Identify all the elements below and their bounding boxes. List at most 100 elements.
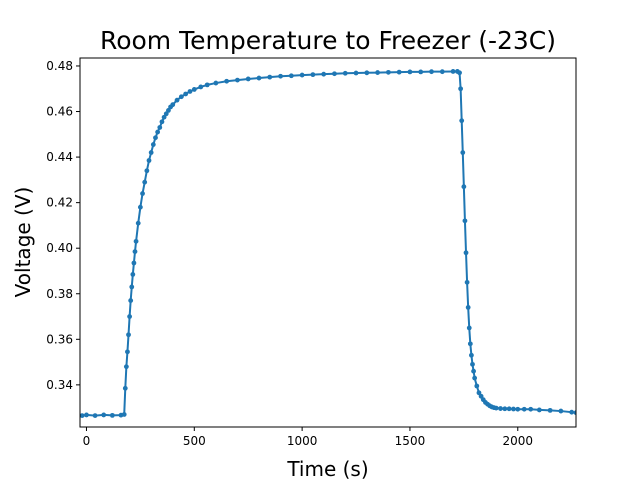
data-point <box>148 150 154 155</box>
data-point <box>245 76 251 82</box>
data-point <box>573 410 576 416</box>
data-point <box>144 168 150 174</box>
data-point <box>135 220 141 226</box>
x-axis-label: Time (s) <box>286 457 368 480</box>
data-point <box>128 298 134 303</box>
x-tick-label: 0 <box>83 434 91 448</box>
data-point <box>256 75 262 81</box>
data-point <box>506 406 512 412</box>
data-point <box>140 191 145 196</box>
data-point <box>157 125 163 130</box>
data-point <box>122 385 128 391</box>
data-point <box>474 383 480 389</box>
data-point <box>342 70 348 76</box>
data-point <box>498 406 503 411</box>
data-point <box>142 179 148 185</box>
data-point <box>109 412 115 418</box>
data-point <box>235 77 240 83</box>
data-point <box>132 249 138 255</box>
y-tick-label: 0.44 <box>46 150 73 164</box>
data-point <box>174 97 180 103</box>
series-line <box>82 70 576 417</box>
data-point <box>198 84 204 90</box>
data-point <box>224 78 230 84</box>
data-point <box>472 375 478 381</box>
chart-title: Room Temperature to Freezer (-23C) <box>100 26 556 55</box>
data-point <box>461 184 467 190</box>
data-point <box>129 284 135 290</box>
y-tick-label: 0.36 <box>46 332 73 346</box>
data-point <box>187 89 193 94</box>
data-point <box>123 364 129 370</box>
x-tick-label: 1000 <box>287 434 318 448</box>
data-point <box>101 412 107 418</box>
data-point <box>457 70 462 76</box>
data-point <box>92 413 98 419</box>
data-point <box>204 82 210 88</box>
data-point <box>191 87 197 92</box>
data-point <box>278 73 283 79</box>
data-point <box>125 349 130 355</box>
data-point <box>385 69 391 75</box>
axes-frame <box>79 57 577 428</box>
data-point <box>130 271 136 277</box>
y-tick-label: 0.34 <box>46 378 73 392</box>
data-point <box>467 341 473 347</box>
y-tick-label: 0.40 <box>46 241 73 255</box>
y-axis-ticks: 0.34 0.36 0.38 0.40 0.42 0.44 0.46 0.48 <box>46 59 80 392</box>
data-point <box>466 325 472 331</box>
data-point <box>178 94 184 100</box>
data-point <box>450 69 456 74</box>
data-point <box>332 71 337 77</box>
x-tick-label: 500 <box>183 434 206 448</box>
data-point <box>569 409 575 415</box>
data-point <box>462 218 468 224</box>
data-point <box>469 352 474 358</box>
data-point <box>375 70 380 75</box>
data-point <box>536 407 542 413</box>
data-point <box>155 129 161 135</box>
x-tick-label: 2000 <box>503 434 534 448</box>
data-point <box>528 406 534 412</box>
data-point <box>166 107 171 113</box>
data-point <box>396 69 402 75</box>
data-point <box>511 406 516 412</box>
data-point <box>502 406 508 412</box>
data-point <box>163 111 169 117</box>
y-tick-label: 0.46 <box>46 105 73 119</box>
data-point <box>364 70 370 76</box>
data-point <box>146 158 152 163</box>
data-point <box>137 204 143 210</box>
data-point <box>459 118 465 124</box>
data-point <box>515 406 521 412</box>
data-point <box>521 406 527 412</box>
data-point <box>121 412 127 417</box>
x-tick-label: 1500 <box>395 434 426 448</box>
data-point <box>460 150 466 155</box>
data-point <box>547 407 553 413</box>
data-point <box>153 135 158 141</box>
data-point <box>288 73 294 79</box>
data-point <box>310 72 316 78</box>
data-point <box>84 412 89 418</box>
data-point <box>183 91 189 97</box>
data-point <box>127 314 132 319</box>
data-point <box>493 405 499 411</box>
data-point <box>126 332 131 338</box>
y-axis-label: Voltage (V) <box>11 187 35 298</box>
data-point <box>213 80 219 86</box>
data-point <box>161 114 167 120</box>
y-tick-label: 0.38 <box>46 287 73 301</box>
data-point <box>465 305 471 310</box>
data-point <box>133 238 139 244</box>
data-point <box>80 413 85 419</box>
y-tick-label: 0.48 <box>46 59 73 73</box>
data-point <box>476 390 482 396</box>
data-point <box>439 69 445 75</box>
plot-area <box>80 69 576 419</box>
data-point <box>463 250 469 256</box>
data-point <box>558 408 564 414</box>
data-point <box>267 74 273 80</box>
data-point <box>150 142 156 147</box>
